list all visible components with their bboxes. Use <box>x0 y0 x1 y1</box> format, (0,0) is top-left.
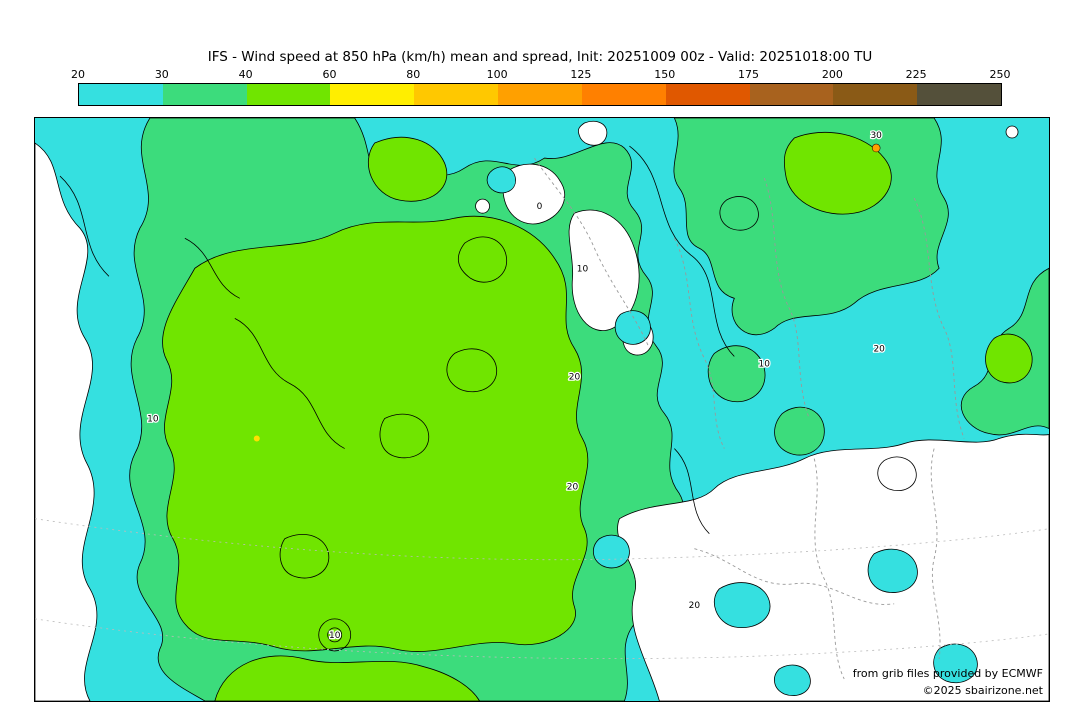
country-border-dashed <box>930 448 941 659</box>
calm-patch-norway-2 <box>568 209 640 331</box>
wind-20-30-mottle-2 <box>593 534 630 569</box>
wind-20-30-mottle-3 <box>486 166 516 194</box>
weather-map: 0 10 20 10 20 30 20 10 20 10 from grib f… <box>34 117 1050 702</box>
calm-area-atlantic <box>35 142 98 701</box>
wind-20-30-hole-1 <box>714 582 771 629</box>
contour-label: 10 <box>147 415 159 425</box>
legend-tick-labels: 20 30 40 60 80 100 125 150 175 200 225 2… <box>71 68 1011 81</box>
contour-line <box>446 348 497 393</box>
legend-tick: 60 <box>322 68 337 81</box>
legend-color-segment <box>246 84 331 105</box>
wind-30-40-patch-baltic <box>774 406 825 456</box>
contour-label: 0 <box>537 202 543 212</box>
contour-label: 10 <box>759 359 771 369</box>
contour-line <box>877 456 917 492</box>
legend-tick: 225 <box>905 68 927 81</box>
wind-20-30-hole-4 <box>774 664 811 696</box>
country-border-dashed <box>913 197 965 439</box>
legend-color-segment <box>833 84 918 105</box>
graticule-line <box>35 618 1049 660</box>
legend-color-segment <box>749 84 834 105</box>
legend-color-segment <box>79 84 163 105</box>
contour-label: 30 <box>870 131 882 141</box>
wind-20-30-hole-2 <box>867 548 918 593</box>
legend-tick: 125 <box>570 68 592 81</box>
wind-40-60-patch-northeast <box>783 132 892 215</box>
high-wind-spot-yellow <box>253 435 260 442</box>
legend-tick: 40 <box>238 68 253 81</box>
legend-color-segment <box>917 84 1001 105</box>
country-border-dashed <box>813 458 845 680</box>
legend-color-segment <box>581 84 666 105</box>
contour-label: 20 <box>689 601 701 611</box>
wind-40-60-patch-center <box>457 236 507 283</box>
graticule-line <box>35 518 1049 561</box>
calm-patch-norway-4 <box>475 198 490 214</box>
color-scale-bar <box>78 83 1002 106</box>
legend-tick: 20 <box>71 68 85 81</box>
attribution-site: ©2025 sbairizone.net <box>922 684 1043 697</box>
calm-patch-northeast-corner <box>1005 125 1019 139</box>
contour-line <box>234 317 345 449</box>
wind-30-40-patch-finland <box>707 345 766 403</box>
chart-title: IFS - Wind speed at 850 hPa (km/h) mean … <box>207 49 873 65</box>
legend-color-segment <box>330 84 415 105</box>
contour-label: 20 <box>873 344 885 354</box>
wind-40-60-core <box>162 215 589 652</box>
legend-tick: 200 <box>821 68 843 81</box>
legend-color-segment <box>665 84 750 105</box>
contour-line <box>184 237 240 299</box>
attribution-ecmwf: from grib files provided by ECMWF <box>852 667 1043 680</box>
legend-tick: 80 <box>406 68 421 81</box>
contour-line <box>59 175 110 277</box>
legend-color-segment <box>414 84 499 105</box>
calm-area-southeast <box>617 433 1049 701</box>
high-wind-spot-orange <box>871 143 881 153</box>
legend-tick: 30 <box>154 68 169 81</box>
contour-label: 10 <box>329 631 341 641</box>
country-border-dashed <box>763 177 810 419</box>
wind-20-30-hole-3 <box>933 643 978 684</box>
map-canvas: 0 10 20 10 20 30 20 10 20 10 <box>35 118 1049 701</box>
contour-line <box>719 196 759 231</box>
wind-20-30-mottle-1 <box>614 310 651 345</box>
calm-patch-north-top <box>577 120 608 146</box>
wind-40-60-patch-north <box>367 136 448 202</box>
legend-color-segment <box>162 84 247 105</box>
wind-40-60-patch-southwest <box>214 655 481 701</box>
legend-tick: 100 <box>486 68 508 81</box>
legend-tick: 175 <box>738 68 760 81</box>
legend-tick: 250 <box>989 68 1011 81</box>
contour-line <box>629 145 735 357</box>
contour-label: 20 <box>569 372 581 382</box>
legend-tick: 150 <box>654 68 676 81</box>
legend-color-segment <box>498 84 582 105</box>
contour-line <box>379 413 430 459</box>
contour-label: 20 <box>567 483 579 493</box>
wind-40-60-patch-east <box>985 333 1033 384</box>
contour-line <box>279 534 330 579</box>
coastline-dashed <box>534 157 650 349</box>
contour-line <box>674 448 710 534</box>
contour-label: 10 <box>577 264 589 274</box>
contour-line <box>318 618 352 652</box>
contour-line <box>327 627 343 643</box>
